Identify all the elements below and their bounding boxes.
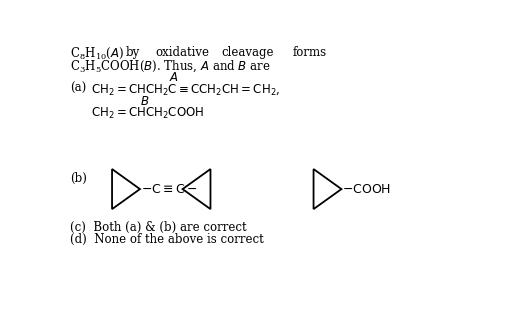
Text: $-\mathrm{C{\equiv}C}-$: $-\mathrm{C{\equiv}C}-$	[141, 183, 198, 196]
Text: $-\mathrm{COOH}$: $-\mathrm{COOH}$	[342, 183, 391, 196]
Text: (b): (b)	[70, 172, 87, 185]
Text: cleavage: cleavage	[221, 46, 274, 59]
Text: (a): (a)	[70, 82, 87, 95]
Text: $A$: $A$	[168, 71, 179, 84]
Text: (d)  None of the above is correct: (d) None of the above is correct	[70, 233, 264, 246]
Text: $\mathrm{CH_2{=}CHCH_2COOH}$: $\mathrm{CH_2{=}CHCH_2COOH}$	[91, 106, 204, 121]
Text: forms: forms	[293, 46, 327, 59]
Text: $\mathregular{C_8H_{10}}$($A$): $\mathregular{C_8H_{10}}$($A$)	[70, 46, 124, 61]
Text: by: by	[126, 46, 140, 59]
Text: (c)  Both (a) & (b) are correct: (c) Both (a) & (b) are correct	[70, 221, 247, 234]
Text: $\mathrm{CH_2{=}CHCH_2C{\equiv}CCH_2CH{=}CH_2}$,: $\mathrm{CH_2{=}CHCH_2C{\equiv}CCH_2CH{=…	[91, 82, 281, 97]
Text: oxidative: oxidative	[156, 46, 209, 59]
Text: $B$: $B$	[140, 95, 150, 108]
Text: $\mathregular{C_3H_5}$COOH($B$). Thus, $A$ and $B$ are: $\mathregular{C_3H_5}$COOH($B$). Thus, $…	[70, 59, 271, 74]
